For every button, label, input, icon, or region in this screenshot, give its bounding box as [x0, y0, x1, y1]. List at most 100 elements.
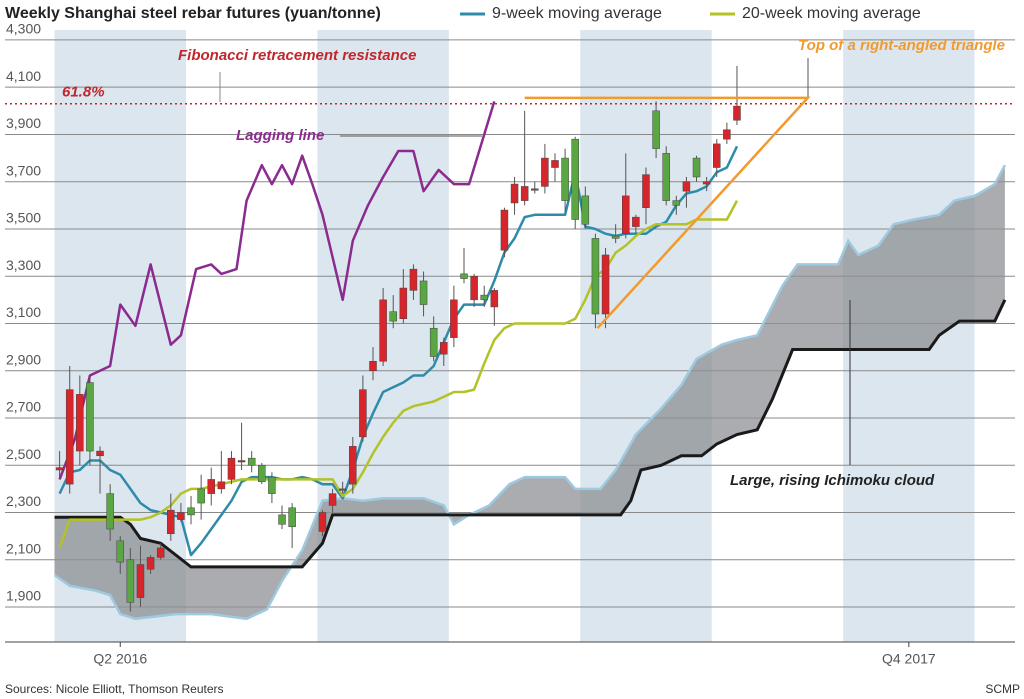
candle-body: [359, 389, 367, 438]
y-tick-label: 2,300: [6, 493, 41, 509]
y-tick-label: 3,300: [6, 257, 41, 273]
candle-body: [581, 195, 590, 225]
candle-body: [611, 235, 620, 239]
candle-body: [379, 299, 387, 362]
cloud-span-a: [53, 164, 1007, 621]
candle-body: [723, 129, 731, 140]
candle-body: [419, 280, 428, 305]
candle-body: [460, 273, 468, 279]
candle-body: [116, 540, 125, 563]
x-tick-label: Q4 2017: [882, 651, 936, 667]
cloud-fill: [54, 165, 1005, 619]
chart-title: Weekly Shanghai steel rebar futures (yua…: [5, 5, 381, 22]
candle-body: [713, 143, 721, 168]
candle-body: [591, 238, 600, 315]
candle-body: [632, 216, 640, 227]
candle-body: [146, 557, 155, 570]
cloud-span-b: [54, 299, 1007, 569]
candle-body: [65, 389, 74, 485]
candle-body: [126, 559, 135, 603]
y-tick-label: 4,100: [6, 68, 41, 84]
candle-body: [601, 254, 610, 315]
candle-body: [258, 465, 266, 483]
y-tick-label: 1,900: [6, 588, 41, 604]
candle-body: [672, 200, 681, 206]
candle-body: [652, 110, 660, 149]
shaded-quarter: [580, 30, 712, 642]
y-tick-label: 2,700: [6, 399, 41, 415]
fibonacci-level-label: 61.8%: [62, 84, 105, 101]
candle-body: [409, 268, 418, 291]
fibonacci-title: Fibonacci retracement resistance: [178, 47, 416, 64]
candle-body: [278, 514, 286, 525]
annotation-layer: 61.8% Fibonacci retracement resistance Top…: [5, 5, 1015, 489]
candle-body: [622, 195, 630, 234]
y-tick-label: 3,900: [6, 115, 41, 131]
candle-body: [96, 450, 104, 457]
candle-body: [520, 186, 529, 201]
candle-body: [702, 181, 711, 185]
candle-body: [207, 479, 215, 494]
y-tick-label: 2,500: [6, 446, 41, 462]
candle-body: [551, 160, 559, 168]
candle-body: [531, 188, 539, 191]
candle-body: [197, 488, 205, 504]
credit: SCMP: [985, 682, 1020, 696]
candle-body: [490, 290, 499, 308]
candle-body: [156, 547, 165, 558]
y-tick-label: 3,700: [6, 162, 41, 178]
y-tick-label: 4,300: [6, 21, 41, 37]
candle-body: [247, 457, 256, 466]
candle-body: [349, 446, 357, 485]
candle-body: [318, 512, 327, 532]
candle-body: [328, 493, 337, 506]
candle-body: [440, 342, 448, 355]
candle-body: [561, 157, 569, 201]
candle-body: [642, 174, 650, 208]
candle-body: [510, 183, 519, 204]
candle-body: [217, 481, 226, 490]
x-tick-label: Q2 2016: [93, 651, 147, 667]
triangle: [524, 96, 811, 330]
source: Sources: Nicole Elliott, Thomson Reuters: [5, 682, 224, 696]
candle-body: [177, 512, 185, 520]
candle-body: [541, 157, 549, 187]
candle-body: [288, 507, 296, 527]
candle-body: [268, 476, 276, 494]
candle-body: [480, 294, 488, 301]
candle-body: [187, 507, 195, 516]
candle-body: [571, 138, 579, 220]
legend-label: 9-week moving average: [492, 5, 662, 22]
candle-body: [389, 311, 397, 322]
y-tick-label: 3,100: [6, 304, 41, 320]
candle-body: [55, 467, 64, 471]
candle-body: [692, 157, 701, 178]
candle-body: [470, 275, 478, 301]
lagging-line: [58, 101, 496, 480]
candle-body: [682, 181, 691, 192]
candle-body: [76, 394, 84, 452]
legend-label: 20-week moving average: [742, 5, 921, 22]
y-tick-label: 2,900: [6, 351, 41, 367]
moving-average-line: [58, 200, 739, 549]
candle-body: [136, 564, 145, 598]
candle-body: [450, 299, 458, 338]
candle-body: [86, 382, 94, 452]
cloud-label: Large, rising Ichimoku cloud: [730, 472, 935, 489]
y-tick-label: 2,100: [6, 540, 41, 556]
candle-body: [500, 209, 509, 251]
y-tick-label: 3,500: [6, 210, 41, 226]
lagging-line-label: Lagging line: [236, 127, 324, 144]
candle-body: [227, 457, 236, 480]
candle-body: [733, 105, 741, 121]
marks-layer: [53, 65, 1007, 621]
triangle-label: Top of a right-angled triangle: [798, 37, 1005, 54]
candle-body: [106, 493, 114, 530]
candle-body: [338, 488, 347, 491]
candle-body: [399, 287, 408, 320]
candle-body: [237, 460, 246, 463]
candle-body: [429, 327, 438, 357]
candle-body: [369, 361, 377, 371]
candle-body: [662, 153, 670, 201]
